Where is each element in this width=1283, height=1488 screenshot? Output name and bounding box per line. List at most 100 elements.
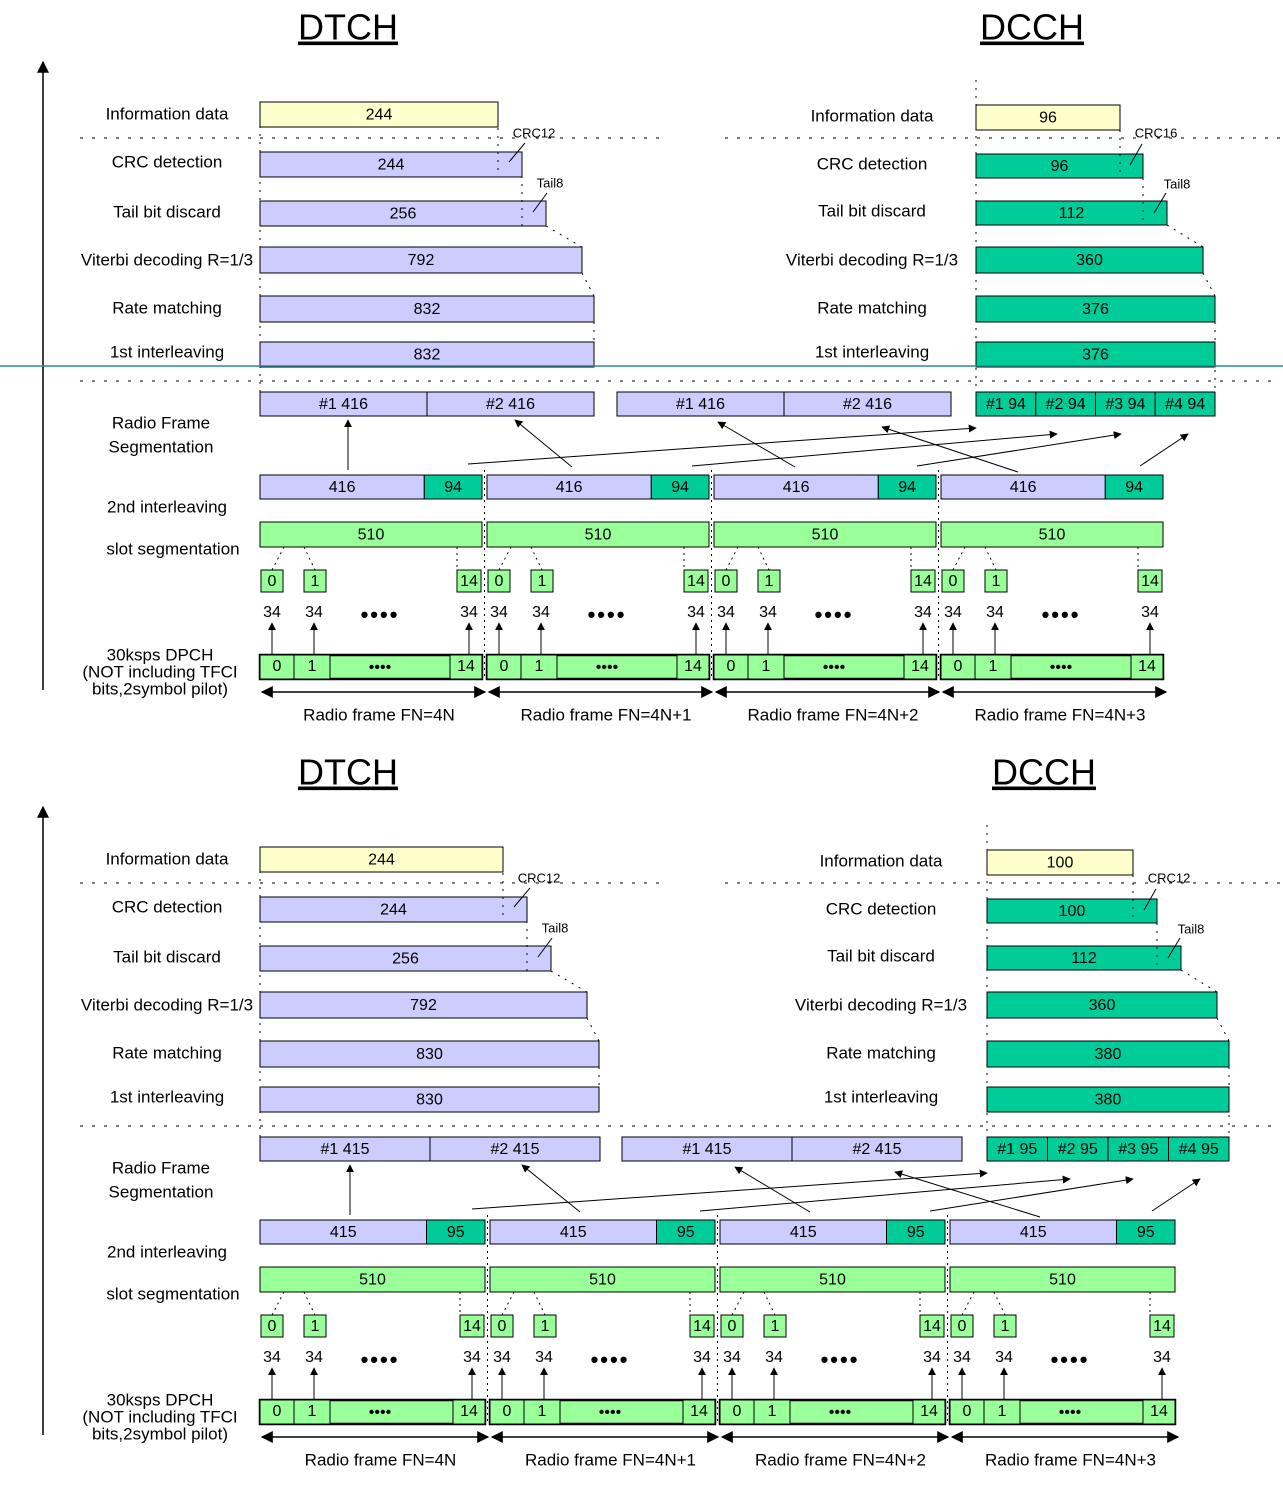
frame-4-dcch-part-value: 94: [1125, 479, 1143, 496]
segmentation-arrow-3: [734, 1166, 811, 1213]
frame-1-slot-block: [259, 1266, 486, 1293]
frame-4-bits-a: 34: [944, 604, 962, 621]
dcch-segment-1: [975, 391, 1037, 417]
dtch-segment-3: [616, 391, 785, 417]
dtch-viterbi-box: [259, 246, 583, 274]
dcch-segment-4-value: #4 95: [1179, 1141, 1219, 1158]
frame-2-slot-0-label: 0: [495, 573, 504, 590]
frame-2-slot-0-label: 0: [498, 1318, 507, 1335]
dtch-tail-pointer: [537, 937, 553, 958]
frame-4-dpch-slot-0-label: 0: [963, 1403, 972, 1420]
frame-3-bits-c: 34: [923, 1349, 941, 1366]
frame-3-dtch-part-value: 416: [783, 479, 810, 496]
dcch-guide-rate: [1202, 272, 1216, 297]
frame-2-bits-b: 34: [532, 604, 550, 621]
dtch-label-tail: Tail bit discard: [113, 947, 221, 966]
dcch-segment-3-value: #3 95: [1118, 1141, 1158, 1158]
dcch-label-inter1: 1st interleaving: [824, 1087, 938, 1106]
frame-2-dpch-slot-14-label: 14: [684, 658, 702, 675]
diagram-2: DTCH DCCH Information data CRC detection Tai…: [37, 752, 1280, 1469]
frame-4-dpch-slot-0-label: 0: [954, 658, 963, 675]
frame-1-slot-0-label: 0: [268, 1318, 277, 1335]
frame-3-dpch-slot-14-label: 14: [911, 658, 929, 675]
dcch-label-info: Information data: [820, 851, 943, 870]
frame-1-slot-block: [259, 521, 483, 548]
frame-1-bits-c: 34: [460, 604, 478, 621]
frame-3-dcch-part: [886, 1219, 946, 1245]
frame-4-bits-c: 34: [1153, 1349, 1171, 1366]
frame-1-dpch-slot-0-label: 0: [273, 1403, 282, 1420]
frame-4-slot-14: [1137, 569, 1163, 593]
frame-2-slot-block: [489, 1266, 716, 1293]
dpch-label-1: 30ksps DPCH: [107, 1390, 214, 1409]
frame-1-dpch-slot-14: [449, 654, 483, 680]
dcch-guide-rate: [1216, 1017, 1230, 1042]
frame-1-slot-block-value: 510: [359, 1272, 386, 1289]
frame-3-slot-14: [910, 569, 936, 593]
frame-1-dcch-part: [423, 474, 483, 500]
frame-1-dcch-part: [426, 1219, 486, 1245]
frame-2-slot-block: [486, 521, 710, 548]
dtch-rate-box: [259, 1040, 600, 1068]
dcch-info-box-value: 96: [1039, 110, 1057, 127]
frame-4-label: Radio frame FN=4N+3: [985, 1450, 1156, 1469]
frame-3-bits-a: 34: [717, 604, 735, 621]
dtch-tail-box: [259, 200, 547, 227]
dcch-segment-4: [1154, 391, 1216, 417]
frame-3-dtch-part: [719, 1219, 887, 1245]
dtch-info-box: [259, 101, 499, 128]
segmentation-arrow-5: [467, 424, 977, 465]
frame-2-slot-14-label: 14: [693, 1318, 711, 1335]
frame-2-dtch-part: [486, 474, 652, 500]
dtch-crc-box-value: 244: [378, 157, 405, 174]
frame-1-slot-guide-a: [271, 546, 285, 571]
frame-3-slot-guide-a: [725, 546, 739, 571]
dtch-segment-4-value: #2 415: [853, 1141, 902, 1158]
dcch-viterbi-box: [975, 246, 1204, 274]
frame-3-dpch-ellipsis: ••••: [829, 1404, 851, 1421]
dtch-segment-3-value: #1 416: [676, 396, 725, 413]
slotseg-label: slot segmentation: [106, 539, 239, 558]
frame-2-slot-guide-a: [498, 546, 512, 571]
frame-4-dpch-slot-1: [983, 1399, 1021, 1425]
segmentation-arrow-2: [514, 419, 573, 468]
dtch-tail-box: [259, 945, 552, 972]
dcch-tail-box-value: 112: [1071, 950, 1097, 967]
segmentation-arrow-4: [881, 425, 1019, 473]
dtch-inter1-box-value: 830: [416, 1092, 443, 1109]
frame-2-dpch-slot-14: [682, 1399, 716, 1425]
frame-2-dtch-part-value: 415: [560, 1224, 587, 1241]
frame-1-dpch-ellipsis: ••••: [369, 1404, 391, 1421]
frame-2-slot-guide-b: [533, 1291, 546, 1316]
frame-1-label: Radio frame FN=4N: [305, 1450, 457, 1469]
inter2-label: 2nd interleaving: [107, 1242, 227, 1261]
frame-2-label: Radio frame FN=4N+1: [525, 1450, 696, 1469]
dtch-label-tail: Tail bit discard: [113, 202, 221, 221]
dtch-segment-2-value: #2 415: [491, 1141, 540, 1158]
frame-3-dcch-part-value: 94: [898, 479, 916, 496]
frame-2-dtch-part: [489, 1219, 657, 1245]
dcch-info-box: [986, 849, 1134, 876]
frame-1-bits-b: 34: [305, 1349, 323, 1366]
frame-2-dcch-part-value: 94: [671, 479, 689, 496]
dcch-segment-2-value: #2 94: [1046, 396, 1086, 413]
frame-4-slot-guide-a: [961, 1291, 975, 1316]
frame-2-bits-c: 34: [693, 1349, 711, 1366]
dcch-tail-annotation: Tail8: [1164, 176, 1191, 191]
frame-4-slot-guide-a: [952, 546, 966, 571]
dtch-segment-1: [259, 391, 428, 417]
dtch-guide-rate: [586, 1017, 600, 1042]
dtch-label-viterbi: Viterbi decoding R=1/3: [81, 250, 253, 269]
frame-1-bits-c: 34: [463, 1349, 481, 1366]
frame-2-dpch-ellipsis: ••••: [599, 1404, 621, 1421]
dtch-viterbi-box-value: 792: [410, 997, 437, 1014]
dtch-label-crc: CRC detection: [112, 152, 223, 171]
dtch-tail-annotation: Tail8: [537, 175, 564, 190]
frame-3-dpch-slot-0-label: 0: [727, 658, 736, 675]
dtch-inter1-box: [259, 341, 595, 368]
dcch-viterbi-box-value: 360: [1076, 252, 1103, 269]
frame-1-dpch-slot-1-label: 1: [308, 1403, 317, 1420]
dcch-info-box-value: 100: [1047, 855, 1074, 872]
frame-2-dpch-slot-14-label: 14: [690, 1403, 708, 1420]
dcch-inter1-box-value: 380: [1095, 1092, 1122, 1109]
